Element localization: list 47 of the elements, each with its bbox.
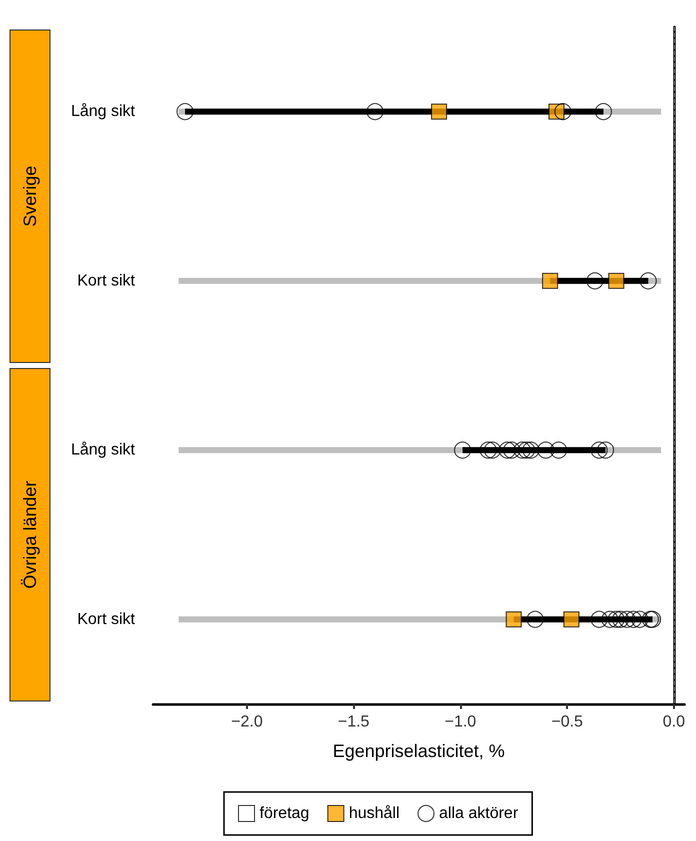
x-tick-label: −1.5 xyxy=(338,714,370,730)
point xyxy=(612,610,630,628)
x-tick-label: 0.0 xyxy=(662,714,686,730)
point xyxy=(176,103,194,120)
legend-label: företag xyxy=(260,805,310,822)
point xyxy=(550,442,568,459)
point xyxy=(608,272,624,289)
point xyxy=(554,103,572,120)
point xyxy=(484,442,501,459)
legend-label: alla aktörer xyxy=(439,805,519,822)
y-tick-label: Lång sikt xyxy=(70,442,136,459)
point xyxy=(601,610,618,628)
point xyxy=(503,442,520,459)
point xyxy=(624,610,642,628)
x-tick-label: −2.0 xyxy=(231,714,263,730)
point xyxy=(594,103,612,120)
point xyxy=(454,442,472,459)
point xyxy=(590,442,608,459)
point xyxy=(586,272,604,290)
point xyxy=(537,442,554,459)
point xyxy=(431,104,448,120)
point xyxy=(522,442,540,459)
point xyxy=(608,610,625,628)
y-tick-label: Kort sikt xyxy=(77,610,136,628)
point xyxy=(590,610,608,628)
point xyxy=(548,104,564,120)
legend-label: hushåll xyxy=(348,805,400,822)
point xyxy=(514,442,531,459)
point xyxy=(640,272,657,290)
y-tick-label: Kort sikt xyxy=(77,272,136,290)
point xyxy=(526,610,544,628)
point xyxy=(597,442,614,459)
text: Övriga länder xyxy=(20,480,40,589)
point xyxy=(480,442,497,459)
text: Sverige xyxy=(20,166,40,227)
y-tick-label: Lång sikt xyxy=(70,103,136,120)
point xyxy=(563,611,580,628)
x-tick-label: −1.0 xyxy=(444,714,476,730)
x-axis-title: Egenpriselasticitet, % xyxy=(332,741,505,761)
point xyxy=(542,272,558,289)
point xyxy=(498,442,516,459)
point xyxy=(366,103,384,120)
x-tick-label: −0.5 xyxy=(551,714,584,730)
point xyxy=(518,442,536,459)
point xyxy=(506,611,522,628)
point xyxy=(618,610,636,628)
point xyxy=(631,610,648,628)
